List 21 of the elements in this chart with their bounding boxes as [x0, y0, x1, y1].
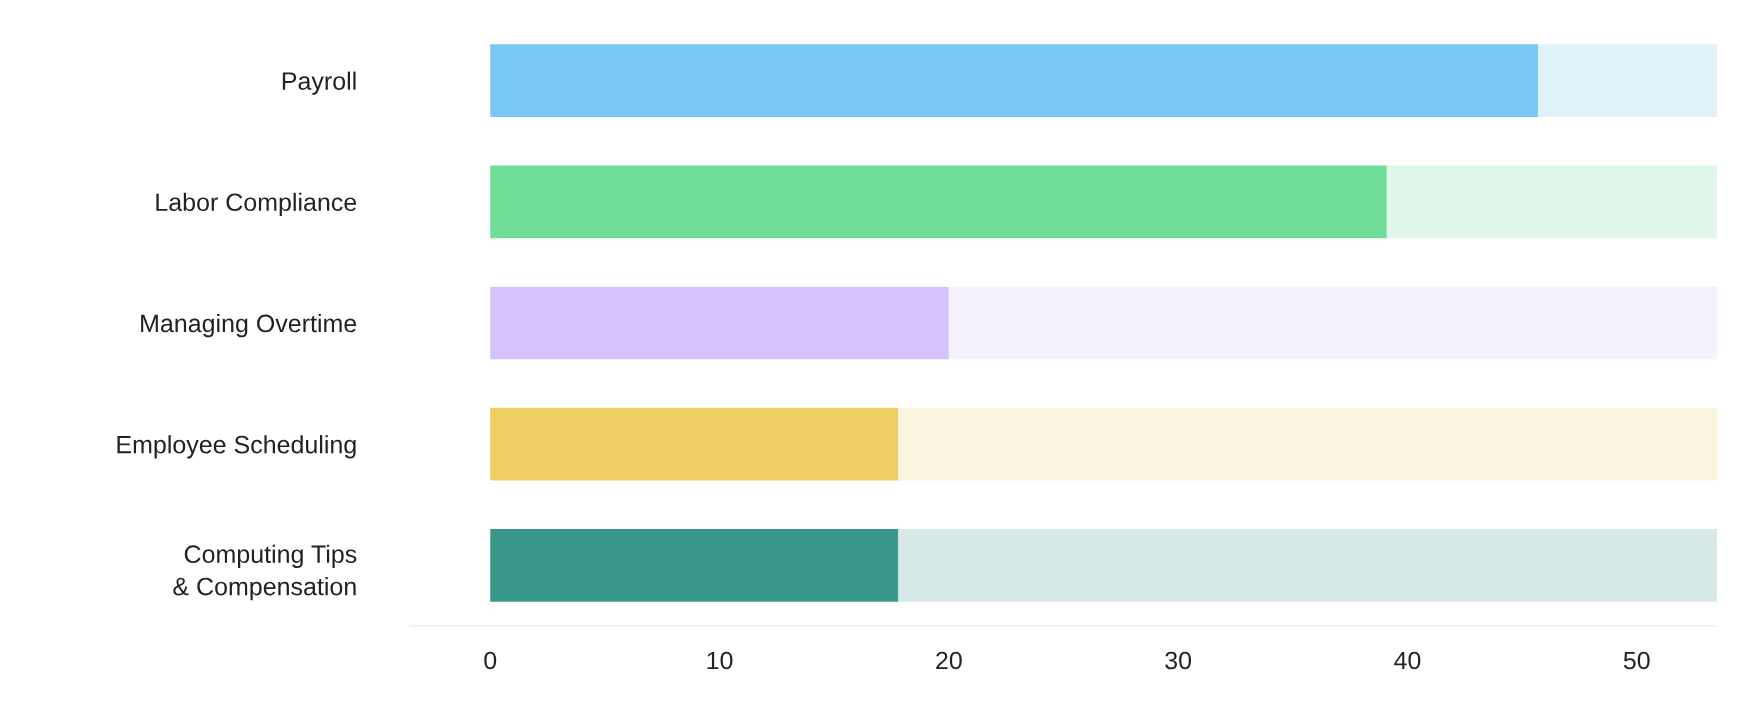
bar [490, 286, 949, 360]
y-tick-label: Managing Overtime [141, 313, 357, 338]
x-tick-label: 40 [1394, 651, 1421, 670]
bar [490, 407, 899, 481]
y-tick-label: Labor Compliance [156, 192, 357, 217]
x-tick-label: 10 [707, 651, 733, 670]
y-tick-label: Computing Tips & Compensation [173, 544, 357, 601]
y-tick-label: Employee Scheduling [117, 435, 356, 459]
x-tick-label: 0 [484, 651, 497, 670]
bar [1538, 44, 1717, 117]
bar [490, 44, 1539, 117]
x-tick-label: 30 [1165, 651, 1192, 670]
bar [1386, 165, 1717, 239]
bar [490, 529, 899, 602]
bar [490, 165, 1387, 239]
y-tick-label: Payroll [282, 71, 356, 95]
x-tick-label: 20 [936, 651, 962, 670]
bar [948, 286, 1717, 360]
bar [898, 529, 1717, 602]
x-tick-label: 50 [1623, 651, 1650, 670]
bar [898, 407, 1717, 481]
